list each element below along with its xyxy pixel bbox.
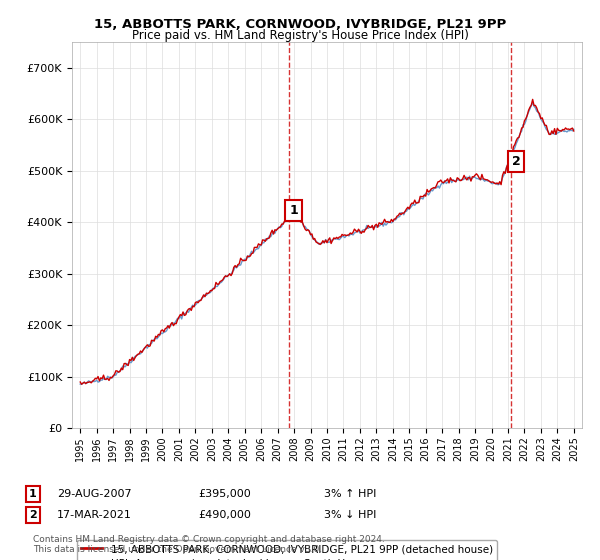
Text: £395,000: £395,000 xyxy=(198,489,251,499)
Text: 15, ABBOTTS PARK, CORNWOOD, IVYBRIDGE, PL21 9PP: 15, ABBOTTS PARK, CORNWOOD, IVYBRIDGE, P… xyxy=(94,18,506,31)
Text: 1: 1 xyxy=(289,204,298,217)
Text: 2: 2 xyxy=(29,510,37,520)
Text: 3% ↓ HPI: 3% ↓ HPI xyxy=(324,510,376,520)
Text: 3% ↑ HPI: 3% ↑ HPI xyxy=(324,489,376,499)
Text: Price paid vs. HM Land Registry's House Price Index (HPI): Price paid vs. HM Land Registry's House … xyxy=(131,29,469,42)
Text: £490,000: £490,000 xyxy=(198,510,251,520)
Text: 17-MAR-2021: 17-MAR-2021 xyxy=(57,510,132,520)
Text: 2: 2 xyxy=(512,155,521,168)
Legend: 15, ABBOTTS PARK, CORNWOOD, IVYBRIDGE, PL21 9PP (detached house), HPI: Average p: 15, ABBOTTS PARK, CORNWOOD, IVYBRIDGE, P… xyxy=(77,540,497,560)
Text: Contains HM Land Registry data © Crown copyright and database right 2024.
This d: Contains HM Land Registry data © Crown c… xyxy=(33,535,385,554)
Text: 29-AUG-2007: 29-AUG-2007 xyxy=(57,489,131,499)
Text: 1: 1 xyxy=(29,489,37,499)
